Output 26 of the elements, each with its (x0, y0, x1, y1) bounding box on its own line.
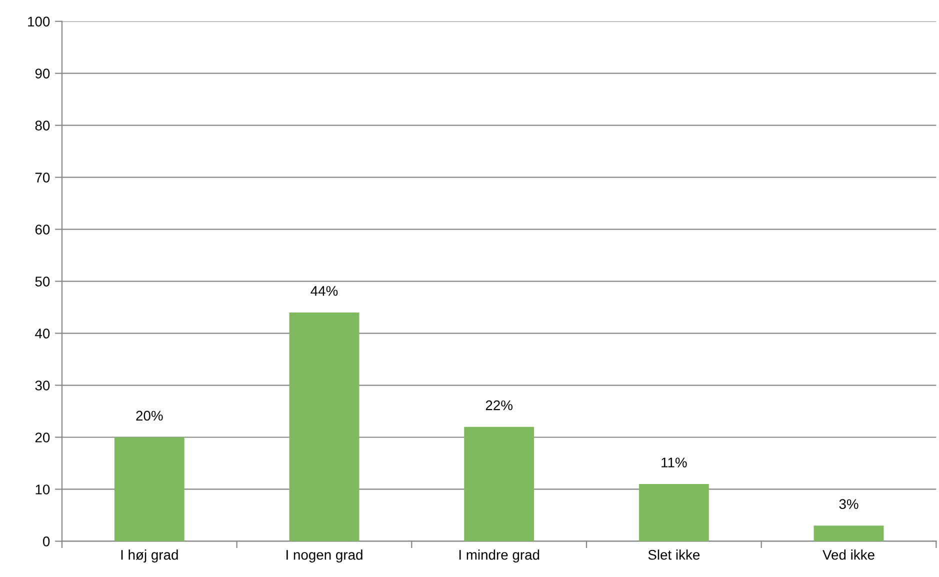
y-tick-label: 80 (35, 120, 50, 130)
x-tick-label: I høj grad (121, 550, 178, 563)
y-tick-label: 30 (35, 380, 50, 390)
x-tick-label: I mindre grad (459, 550, 540, 563)
data-label: 3% (839, 499, 858, 509)
x-tick-label: I nogen grad (286, 550, 362, 563)
y-tick-label: 0 (42, 536, 50, 546)
x-tick-label: Slet ikke (648, 550, 700, 560)
y-tick-label: 20 (35, 432, 50, 442)
y-tick-label: 70 (35, 172, 50, 182)
y-tick-label: 40 (35, 328, 50, 338)
y-tick-label: 90 (35, 68, 50, 79)
bar (114, 437, 184, 542)
data-label: 20% (136, 410, 163, 421)
x-tick-label: Ved ikke (822, 550, 874, 560)
y-tick-label: 50 (35, 276, 50, 286)
data-label: 22% (486, 400, 512, 410)
bar (814, 526, 884, 542)
y-tick-label: 60 (35, 224, 50, 234)
data-label: 11% (662, 458, 687, 468)
y-tick-label: 100 (28, 16, 50, 27)
bar (464, 426, 534, 542)
y-tick-label: 10 (36, 484, 50, 494)
data-label: 44% (310, 286, 338, 296)
bar (638, 484, 709, 542)
bar (289, 312, 360, 542)
